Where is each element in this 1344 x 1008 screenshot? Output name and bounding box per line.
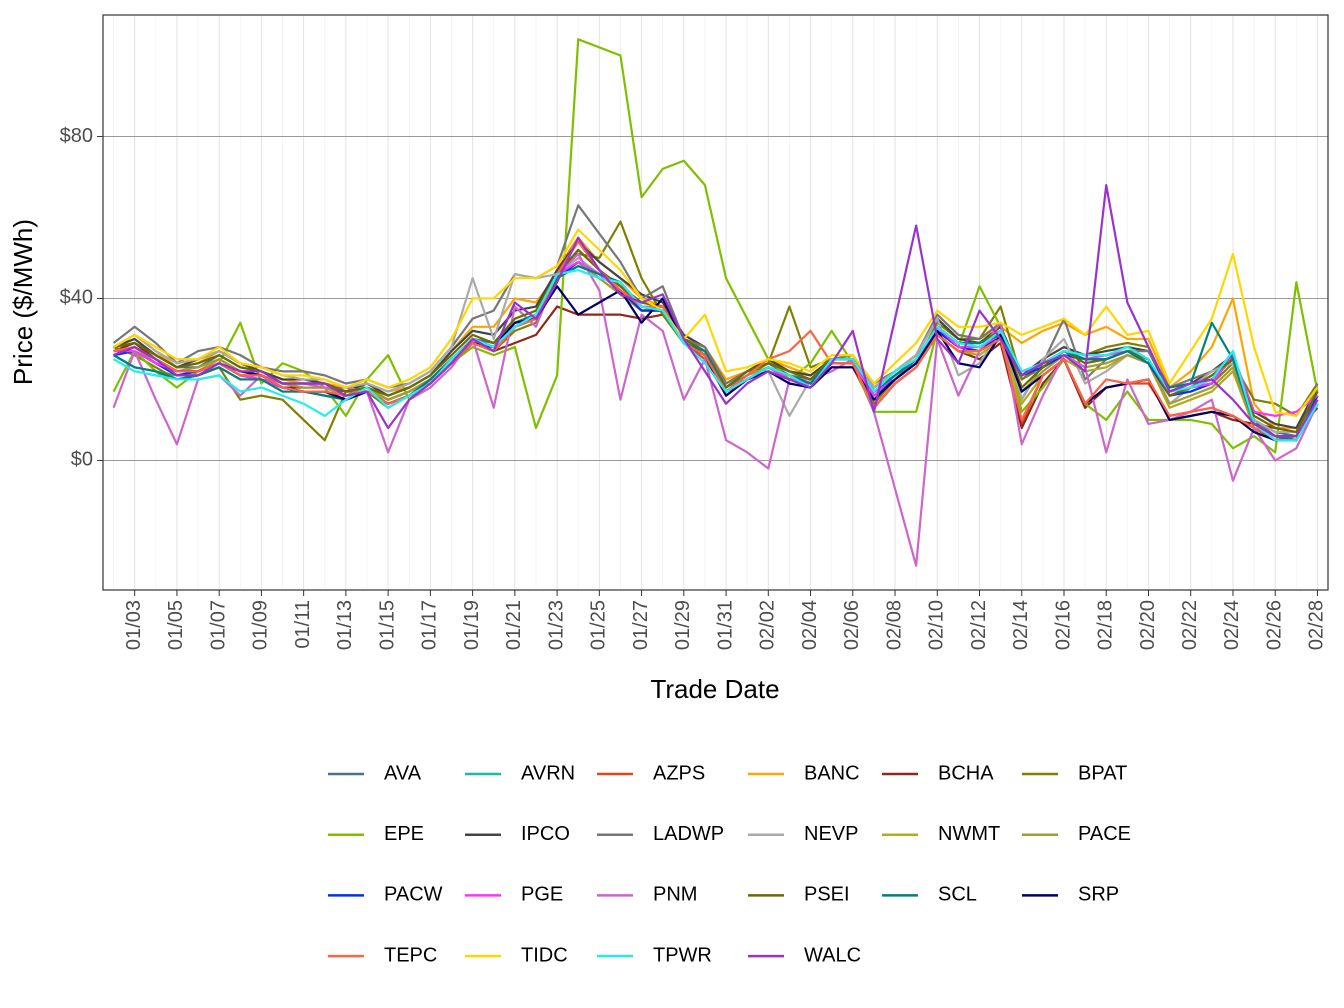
legend-item: BCHA [882,762,994,784]
series-line [112,252,1319,567]
x-tick-label: 02/16 [1052,600,1074,650]
x-tick-label: 02/18 [1095,600,1117,650]
legend-item: WALC [748,944,861,966]
x-tick-label: 02/20 [1137,600,1159,650]
legend-item: SCL [882,884,977,906]
legend-label: IPCO [521,823,570,845]
legend-label: AVA [384,762,422,784]
x-tick-label: 02/24 [1221,600,1243,650]
series-line [113,269,1319,442]
plot-border [102,14,1329,591]
legend-label: BPAT [1078,762,1127,784]
x-tick-label: 01/03 [123,600,145,650]
x-tick-label: 02/10 [926,600,948,650]
legend-label: WALC [804,944,861,966]
legend-item: TIDC [465,944,568,966]
y-axis-title: Price ($/MWh) [8,219,38,385]
x-tick-label: 01/11 [292,600,314,649]
x-axis-title: Trade Date [650,674,779,704]
legend-item: AZPS [597,762,705,784]
y-tick-label: $0 [71,449,93,471]
legend-label: AZPS [653,762,705,784]
legend-item: PACW [328,884,443,906]
x-tick-label: 02/02 [757,600,779,650]
x-tick-label: 01/21 [503,600,525,650]
legend-item: AVRN [465,762,575,784]
legend-item: PSEI [748,884,850,906]
legend: AVA AVRN AZPS BANC BCHA BPAT EPE IPCO LADWP NEVP N… [328,762,1131,966]
legend-label: EPE [384,823,424,845]
legend-label: NEVP [804,823,858,845]
legend-item: BANC [748,762,860,784]
x-tick-label: 01/13 [334,600,356,650]
x-tick-label: 01/23 [545,600,567,650]
legend-label: PACW [384,884,443,906]
legend-item: PNM [597,884,697,906]
y-tick-label: $80 [60,125,93,147]
lines [112,38,1319,567]
x-tick-label: 01/31 [714,600,736,650]
legend-item: AVA [328,762,422,784]
legend-item: IPCO [465,823,570,845]
y-tick-label: $40 [60,287,93,309]
legend-label: PGE [521,884,563,906]
legend-item: PACE [1022,823,1131,845]
legend-item: TPWR [597,944,712,966]
x-tick-label: 01/25 [588,600,610,650]
legend-item: SRP [1022,884,1119,906]
legend-label: AVRN [521,762,575,784]
x-tick-label: 02/26 [1263,600,1285,650]
legend-label: SRP [1078,884,1119,906]
x-tick-label: 01/17 [419,600,441,650]
x-tick-label: 01/09 [250,600,272,650]
legend-item: BPAT [1022,762,1127,784]
x-tick-label: 02/06 [841,600,863,650]
x-tick-label: 02/28 [1306,600,1328,650]
x-tick-label: 02/22 [1179,600,1201,650]
legend-label: LADWP [653,823,724,845]
grid [103,15,1328,590]
x-tick-label: 02/14 [1010,600,1032,650]
x-tick-label: 02/08 [883,600,905,650]
legend-label: PNM [653,884,697,906]
legend-label: TIDC [521,944,568,966]
legend-item: LADWP [597,823,724,845]
legend-label: TPWR [653,944,712,966]
legend-label: PACE [1078,823,1131,845]
legend-item: NEVP [748,823,858,845]
legend-label: BANC [804,762,860,784]
legend-item: EPE [328,823,424,845]
series-line [113,183,1319,438]
legend-label: PSEI [804,884,850,906]
series-line [113,228,1319,417]
legend-item: PGE [465,884,563,906]
x-tick-label: 01/07 [207,600,229,650]
x-tick-label: 01/19 [461,600,483,650]
legend-item: NWMT [882,823,1000,845]
x-tick-label: 01/05 [165,600,187,650]
axes: 01/03 01/05 01/07 01/09 01/11 01/13 01/15 01/17… [60,125,1328,650]
x-tick-label: 02/12 [968,600,990,650]
series-line [113,240,1319,438]
legend-item: TEPC [328,944,437,966]
legend-label: NWMT [938,823,1000,845]
x-tick-label: 01/15 [376,600,398,650]
x-tick-label: 02/04 [799,600,821,650]
x-tick-label: 01/29 [672,600,694,650]
legend-label: TEPC [384,944,437,966]
x-tick-label: 01/27 [630,600,652,650]
legend-label: SCL [938,884,977,906]
legend-label: BCHA [938,762,994,784]
